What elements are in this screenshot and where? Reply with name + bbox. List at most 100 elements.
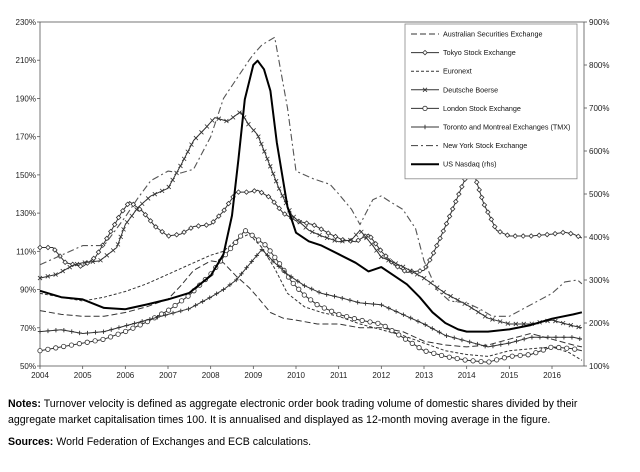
x-marker [513, 321, 519, 327]
circle-marker [165, 307, 172, 313]
x-marker [359, 229, 364, 235]
diamond-marker [195, 223, 202, 229]
x-tick-label: 2016 [543, 371, 561, 380]
circle-marker [454, 355, 460, 362]
circle-marker [462, 357, 468, 363]
plus-marker [214, 291, 219, 296]
diamond-marker [188, 225, 194, 231]
diamond-marker [120, 208, 126, 214]
diamond-marker [430, 250, 437, 256]
right-tick-label: 800% [589, 61, 609, 70]
plus-marker [437, 330, 442, 335]
circle-marker [115, 331, 121, 337]
diamond-marker [560, 229, 566, 236]
diamond-marker [318, 226, 325, 232]
plus-marker [282, 269, 288, 275]
plus-marker [415, 319, 421, 324]
plus-marker [270, 258, 276, 264]
x-marker [276, 186, 282, 191]
diamond-marker [473, 179, 480, 185]
x-marker [104, 253, 110, 258]
legend: Australian Securities Exchange Tokyo Stoc… [404, 23, 578, 180]
circle-marker [382, 323, 388, 329]
plus-marker [170, 310, 176, 316]
x-marker [82, 260, 88, 265]
plus-marker [249, 259, 254, 264]
x-marker [189, 142, 194, 147]
legend-entry-euronext: Euronext [411, 67, 472, 76]
sources-text: World Federation of Exchanges and ECB ca… [53, 436, 312, 448]
sources-paragraph: Sources: World Federation of Exchanges a… [8, 435, 628, 451]
diamond-marker [488, 216, 495, 223]
diamond-marker [485, 209, 491, 215]
circle-marker [344, 313, 350, 320]
x-marker [568, 322, 574, 328]
plus-marker [529, 335, 535, 340]
plus-marker [408, 315, 413, 321]
x-marker [224, 118, 229, 124]
x-marker [193, 135, 199, 141]
plus-marker [521, 336, 527, 342]
diamond-marker [124, 201, 131, 208]
x-tick-label: 2005 [74, 371, 92, 380]
circle-marker [227, 245, 234, 252]
diamond-marker [221, 207, 227, 213]
x-marker [199, 130, 204, 135]
circle-marker [242, 228, 249, 234]
legend-label: US Nasdaq (rhs) [443, 160, 497, 169]
chart-svg: 50% 70% 90% 110% 130% 150% 170% 190% 210% 230% 100… [16, 18, 610, 380]
diamond-marker [446, 213, 453, 220]
plus-marker [234, 277, 239, 283]
plus-marker [386, 305, 392, 311]
circle-marker [272, 254, 278, 260]
right-tick-label: 900% [589, 18, 609, 27]
series-tmx [37, 247, 583, 349]
x-marker [422, 87, 428, 93]
legend-label: Tokyo Stock Exchange [443, 48, 516, 57]
diamond-marker [104, 235, 110, 242]
plus-marker [514, 338, 519, 344]
right-tick-label: 600% [589, 147, 609, 156]
series-line [39, 260, 583, 348]
diamond-marker [37, 244, 43, 251]
plus-marker [61, 327, 67, 333]
diamond-marker [276, 205, 282, 212]
plus-marker [163, 312, 168, 318]
x-marker [259, 141, 264, 147]
circle-marker [446, 354, 452, 360]
x-marker [265, 156, 270, 162]
left-tick-label: 150% [16, 171, 36, 180]
legend-entry-asx: Australian Securities Exchange [411, 30, 542, 39]
x-marker [378, 254, 384, 260]
plus-marker [53, 327, 59, 333]
left-tick-label: 110% [16, 247, 36, 256]
x-marker [118, 234, 124, 240]
x-marker [441, 289, 446, 295]
diamond-marker [225, 200, 232, 207]
plus-marker [475, 341, 480, 347]
diamond-marker [520, 233, 526, 239]
plus-marker [430, 326, 435, 331]
diamond-marker [372, 240, 379, 247]
diamond-marker [69, 261, 76, 268]
left-tick-label: 230% [16, 18, 36, 27]
x-tick-label: 2007 [159, 371, 177, 380]
plus-marker [155, 314, 160, 320]
diamond-marker [478, 194, 485, 201]
x-marker [448, 293, 453, 299]
series-euronext [39, 233, 583, 361]
x-marker [204, 124, 210, 129]
diamond-marker [434, 242, 440, 249]
line-chart: 50% 70% 90% 110% 130% 150% 170% 190% 210% 230% 100… [16, 18, 610, 380]
x-marker [273, 178, 279, 184]
diamond-marker [142, 212, 149, 218]
x-marker [303, 225, 308, 230]
x-tick-label: 2010 [287, 371, 305, 380]
diamond-marker [45, 244, 51, 251]
x-marker [317, 232, 322, 238]
circle-marker [416, 345, 422, 351]
diamond-marker [303, 220, 310, 226]
x-tick-label: 2011 [330, 371, 348, 380]
circle-marker [540, 347, 546, 353]
circle-marker [375, 320, 381, 326]
